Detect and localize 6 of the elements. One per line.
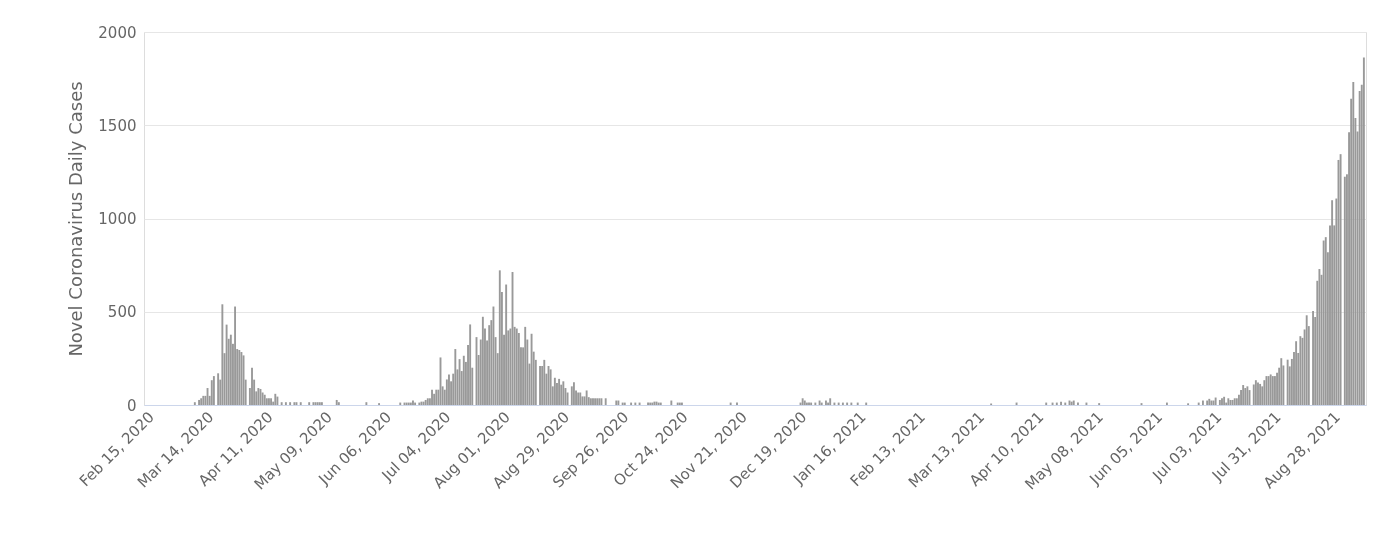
y-axis-title: Novel Coronavirus Daily Cases [65,81,87,357]
y-tick-label: 1500 [98,116,137,135]
y-tick-label: 500 [107,303,137,322]
y-tick-label: 0 [126,396,137,415]
y-tick-label: 2000 [98,23,137,42]
y-tick-label: 1000 [98,210,137,228]
